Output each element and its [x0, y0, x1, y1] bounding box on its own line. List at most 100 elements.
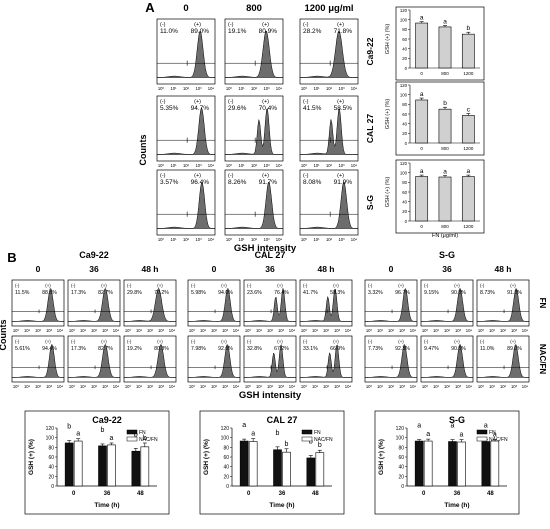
- category-label: 0: [420, 146, 423, 151]
- y-axis-counts-label: Counts: [138, 135, 148, 166]
- chart-x-label: Time (h): [94, 502, 119, 509]
- flow-x-tick: 10⁰: [125, 328, 132, 333]
- category-label: 800: [441, 146, 449, 151]
- y-tick-label: 120: [46, 426, 55, 432]
- positive-percent: 94.4%: [42, 346, 57, 352]
- flow-x-tick: 10²: [323, 328, 330, 333]
- cell-line-header: CAL 27: [255, 250, 286, 260]
- chart-frame: [374, 410, 520, 515]
- flow-x-tick: 10⁰: [189, 328, 196, 333]
- significance-letter: a: [76, 431, 80, 438]
- negative-percent: 3.57%: [160, 179, 179, 186]
- gate-positive-label: (+): [101, 283, 107, 288]
- flow-plot-frame: [123, 335, 177, 383]
- flow-histogram: (-) (+) 5.35% 94.7% 10⁰ 10¹ 10² 10³ 10⁴: [156, 95, 216, 168]
- positive-percent: 76.4%: [274, 290, 289, 296]
- flow-x-tick: 10³: [338, 86, 345, 91]
- negative-percent: 8.73%: [480, 290, 495, 296]
- significance-letter: a: [467, 168, 471, 175]
- gate-positive-label: (+): [510, 339, 516, 344]
- flow-x-tick: 10⁴: [289, 384, 296, 389]
- gate-negative-label: (-): [127, 283, 132, 288]
- flow-x-tick: 10²: [444, 328, 451, 333]
- positive-percent: 96.4%: [191, 179, 210, 186]
- flow-plot-frame: [299, 18, 359, 85]
- positive-percent: 89.0%: [507, 346, 522, 352]
- y-tick-label: 60: [48, 455, 54, 461]
- flow-histogram: (-) (+) 5.61% 94.4% 10⁰ 10¹ 10² 10³ 10⁴: [11, 335, 65, 389]
- gate-positive-label: (+): [194, 99, 201, 105]
- flow-x-tick: 10⁴: [113, 384, 120, 389]
- negative-percent: 7.73%: [368, 346, 383, 352]
- gate-negative-label: (-): [303, 339, 308, 344]
- flow-x-tick: 10²: [211, 328, 218, 333]
- legend-swatch: [301, 436, 313, 442]
- significance-letter: a: [417, 423, 421, 430]
- gate-positive-label: (+): [45, 339, 51, 344]
- gate-positive-label: (+): [454, 339, 460, 344]
- y-tick-label: 120: [400, 161, 408, 166]
- flow-x-tick: 10¹: [312, 384, 319, 389]
- chart-y-label: GSH (+) (%): [203, 439, 210, 475]
- category-label: 1200: [463, 146, 474, 151]
- gate-negative-label: (-): [71, 339, 76, 344]
- bar: [461, 115, 475, 144]
- flow-x-tick: 10⁰: [226, 86, 233, 91]
- histogram-peak: [188, 287, 240, 322]
- bar: [415, 176, 429, 222]
- significance-letter: a: [443, 169, 447, 176]
- gate-positive-label: (+): [194, 22, 201, 28]
- flow-x-tick: 10²: [326, 163, 333, 168]
- flow-x-tick: 10¹: [24, 328, 31, 333]
- y-tick-label: 20: [402, 209, 407, 214]
- gate-positive-label: (+): [262, 99, 269, 105]
- time-header: 48 h: [494, 264, 511, 274]
- category-label: 0: [72, 491, 76, 497]
- flow-x-tick: 10²: [323, 384, 330, 389]
- gate-positive-label: (+): [262, 173, 269, 179]
- flow-plot-frame: [123, 279, 177, 327]
- flow-x-tick: 10⁰: [125, 384, 132, 389]
- positive-percent: 58.3%: [330, 290, 345, 296]
- histogram-peak: [124, 344, 176, 378]
- flow-x-tick: 10³: [222, 384, 229, 389]
- flow-x-tick: 10⁴: [466, 328, 473, 333]
- y-tick-label: 80: [402, 102, 407, 107]
- bar: [315, 452, 325, 487]
- negative-percent: 8.26%: [228, 179, 247, 186]
- category-label: 800: [441, 71, 449, 76]
- flow-histogram: (-) (+) 7.73% 92.3% 10⁰ 10¹ 10² 10³ 10⁴: [364, 335, 418, 389]
- histogram-peak: [300, 181, 358, 229]
- chart-title: Ca9-22: [92, 415, 122, 425]
- flow-x-tick: 10⁰: [13, 328, 20, 333]
- significance-letter: a: [451, 423, 455, 430]
- row-label-cell-line: CAL 27: [365, 114, 375, 143]
- positive-percent: 92.0%: [218, 346, 233, 352]
- negative-percent: 41.7%: [303, 290, 318, 296]
- y-tick-label: 20: [402, 131, 407, 136]
- negative-percent: 5.35%: [160, 105, 179, 112]
- gate-negative-label: (-): [303, 173, 309, 179]
- chart-y-label: GSH (+) (%): [28, 439, 35, 475]
- gate-positive-label: (+): [221, 283, 227, 288]
- flow-x-tick: 10¹: [80, 384, 87, 389]
- gate-positive-label: (+): [157, 339, 163, 344]
- positive-percent: 90.8%: [451, 290, 466, 296]
- flow-x-tick: 10⁴: [522, 328, 529, 333]
- flow-x-tick: 10⁴: [57, 328, 64, 333]
- flow-x-tick: 10²: [183, 163, 190, 168]
- flow-x-tick: 10³: [102, 328, 109, 333]
- time-header: 48 h: [317, 264, 334, 274]
- flow-x-tick: 10⁰: [301, 237, 308, 242]
- legend-swatch: [126, 436, 138, 442]
- significance-letter: a: [420, 168, 424, 175]
- gate-negative-label: (-): [160, 22, 166, 28]
- y-tick-label: 40: [223, 465, 229, 471]
- gate-negative-label: (-): [303, 99, 309, 105]
- histogram-peak: [244, 288, 296, 322]
- flow-x-tick: 10¹: [238, 163, 245, 168]
- negative-percent: 19.2%: [127, 346, 142, 352]
- flow-x-tick: 10³: [334, 384, 341, 389]
- legend-label: FN: [139, 430, 146, 436]
